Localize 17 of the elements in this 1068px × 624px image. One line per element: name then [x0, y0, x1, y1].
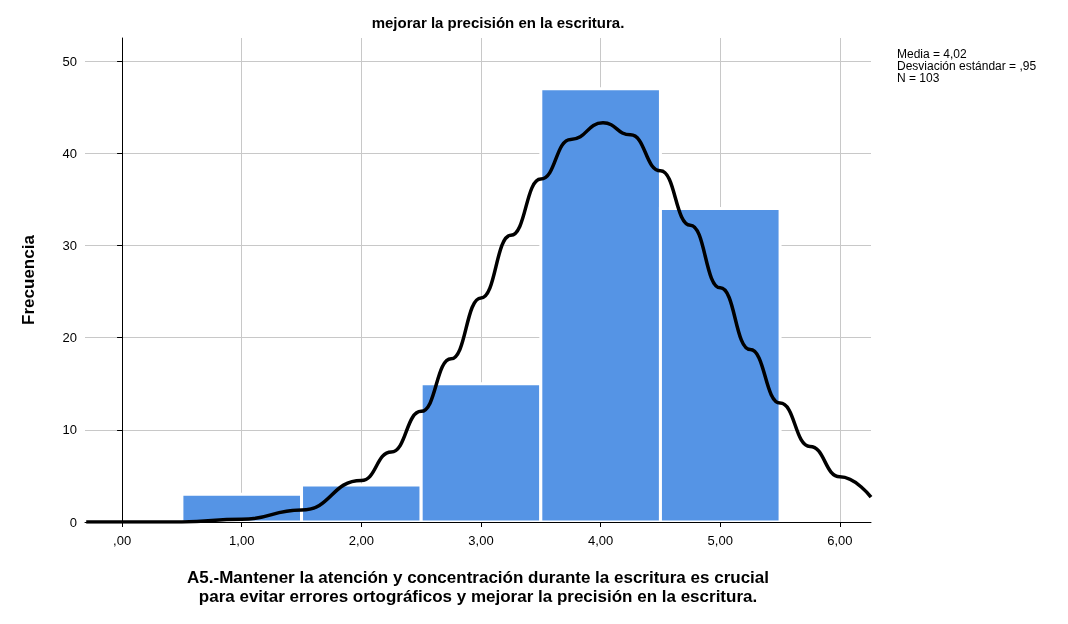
y-tick-label: 30	[62, 237, 77, 253]
x-tick-label: 4,00	[587, 533, 614, 548]
y-axis-title: Frecuencia	[19, 234, 38, 325]
x-axis-title: A5.-Mantener la atención y concentración durante la escritura es crucial para evitar errores ortográficos y mejorar la precisión en la escritura.	[187, 568, 769, 606]
x-tick-label: 6,00	[827, 533, 853, 548]
y-tick-label: 20	[62, 330, 77, 346]
x-tick-label: 1,00	[229, 533, 255, 548]
y-tick-label: 50	[62, 53, 77, 69]
y-tick-label: 40	[62, 145, 77, 161]
x-tick-label: 3,00	[468, 533, 494, 548]
x-tick-label: ,00	[113, 533, 132, 548]
x-tick-label: 2,00	[348, 533, 375, 548]
text: Media = 4,02 Desviación estándar = ,95 N = 103	[897, 47, 1037, 85]
y-tick-label: 0	[69, 514, 77, 530]
x-tick-label: 5,00	[707, 533, 733, 548]
chart-title: mejorar la precisión en la escritura.	[371, 14, 625, 31]
y-tick-label: 10	[62, 422, 77, 438]
